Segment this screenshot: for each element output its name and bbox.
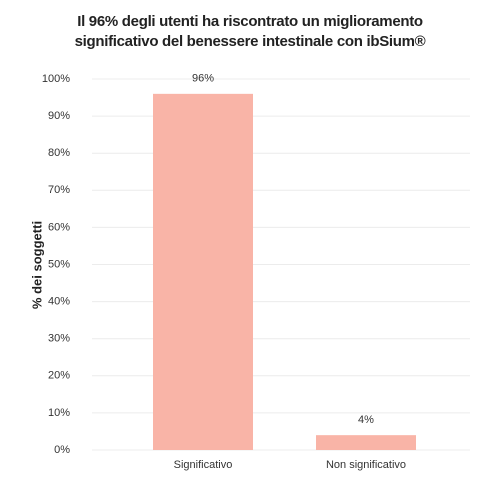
y-tick-label: 20%: [48, 370, 70, 382]
y-tick-label: 70%: [48, 184, 70, 196]
y-tick-label: 30%: [48, 333, 70, 345]
bar: [153, 93, 253, 450]
y-tick-label: 40%: [48, 296, 70, 308]
bar: [316, 435, 416, 450]
y-tick-label: 0%: [54, 444, 70, 456]
y-tick-label: 10%: [48, 407, 70, 419]
y-tick-label: 80%: [48, 147, 70, 159]
y-tick-label: 60%: [48, 221, 70, 233]
y-axis-label: % dei soggetti: [29, 221, 44, 309]
x-tick-label: Significativo: [174, 459, 233, 471]
value-label: 4%: [358, 414, 374, 426]
y-tick-label: 90%: [48, 110, 70, 122]
chart-title: Il 96% degli utenti ha riscontrato un mi…: [74, 13, 426, 50]
value-label: 96%: [192, 73, 214, 85]
y-tick-label: 50%: [48, 258, 70, 270]
y-tick-label: 100%: [42, 73, 70, 85]
x-tick-label: Non significativo: [326, 459, 406, 471]
